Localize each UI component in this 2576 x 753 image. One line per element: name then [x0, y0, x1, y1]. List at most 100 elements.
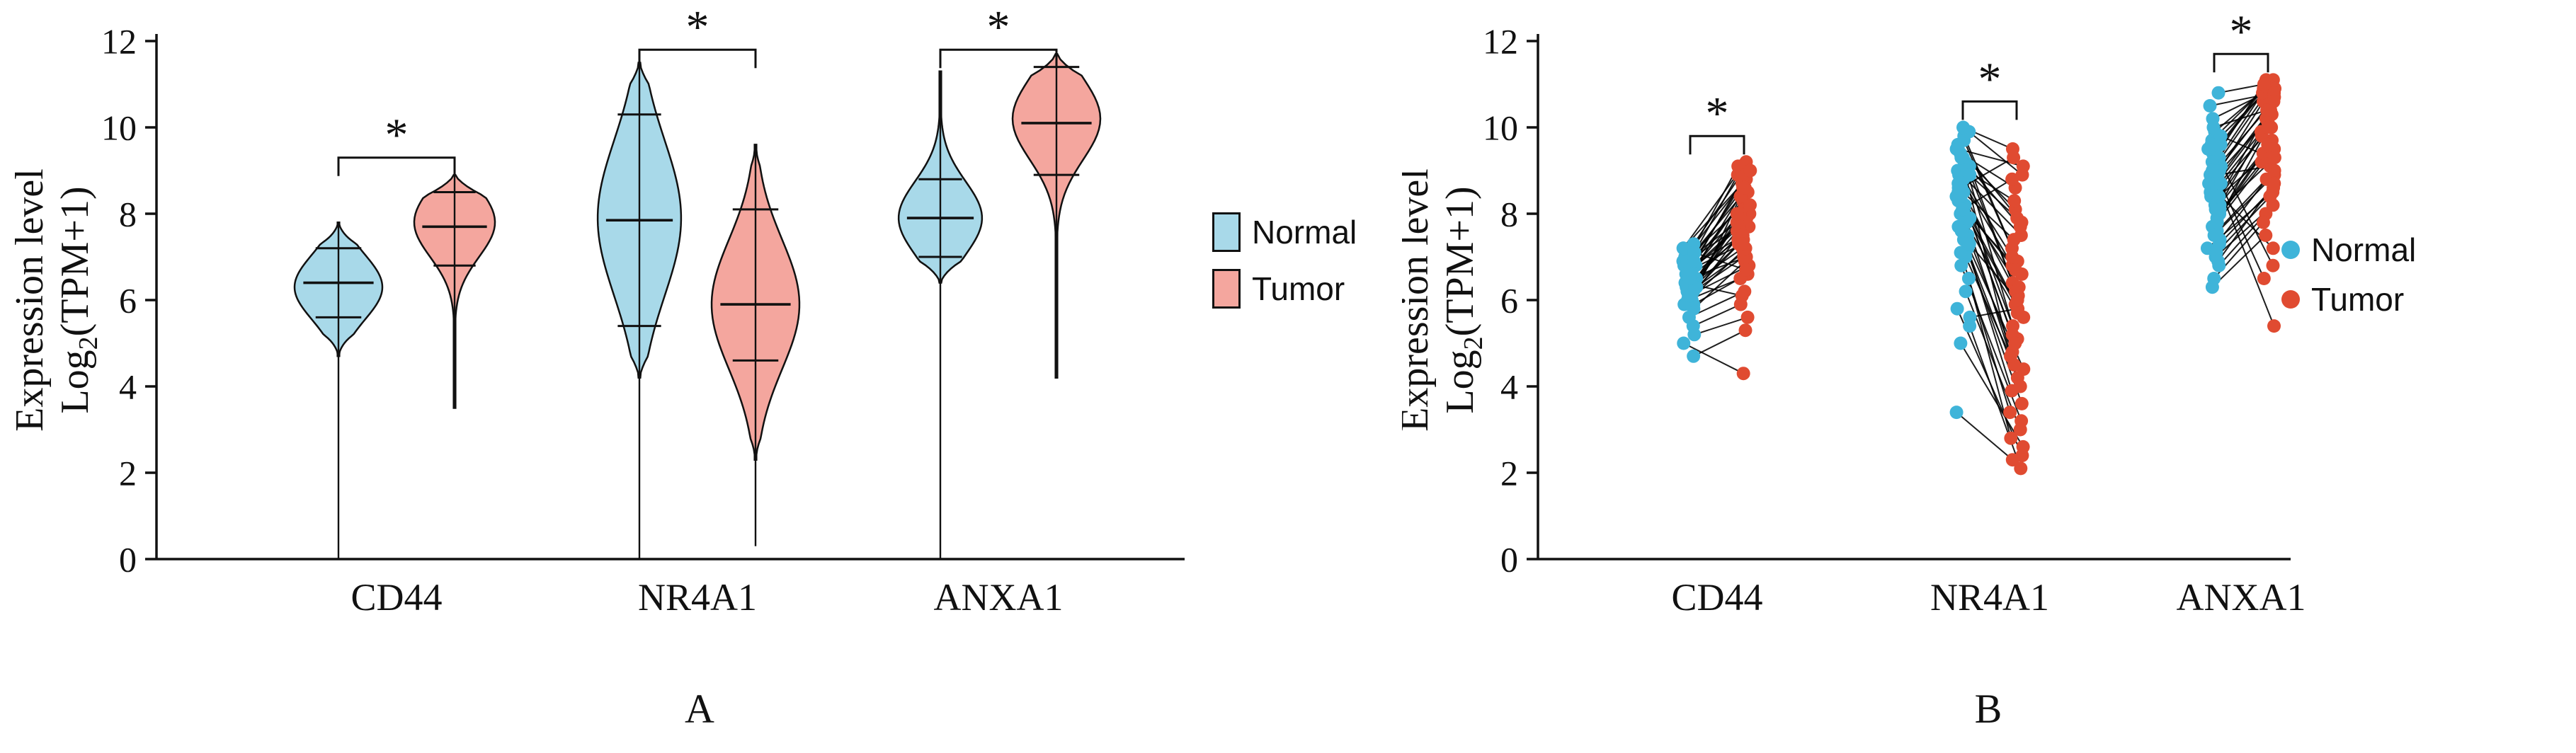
y-tick-label: 12 [101, 22, 137, 62]
tumor-dot [2016, 159, 2030, 173]
tumor-dot [2013, 423, 2027, 437]
tumor-dot [2016, 439, 2030, 454]
tumor-dot [2003, 406, 2017, 420]
x-category-label: ANXA1 [934, 576, 1064, 619]
x-category-label: NR4A1 [638, 576, 757, 619]
normal-dot [2204, 137, 2218, 151]
pair-line [2216, 135, 2263, 202]
violin-ANXA1-tumor [1011, 53, 1102, 379]
normal-dot [1676, 241, 1690, 255]
axes: 0 2 4 6 8 10 12 [101, 22, 1185, 580]
pair-line [1960, 343, 2024, 447]
significance-ANXA1: * [939, 1, 1058, 69]
significance-NR4A1: * [638, 1, 757, 69]
pair-line [2219, 178, 2267, 241]
normal-dot [2205, 280, 2219, 294]
panel-a-label: A [685, 686, 714, 732]
tumor-dot [2007, 194, 2022, 208]
tumor-dot [1738, 180, 1752, 195]
violin-NR4A1-normal [596, 62, 683, 559]
tumor-dot [2004, 431, 2018, 445]
x-category-labels: CD44 NR4A1 ANXA1 [1671, 576, 2306, 619]
pair-dots-ANXA1 [2200, 73, 2282, 333]
tumor-dot [2259, 229, 2273, 242]
pair-line [1961, 156, 2014, 189]
tumor-dot [2007, 233, 2021, 247]
tumor-dot [2010, 293, 2024, 307]
pair-line [1693, 260, 1746, 309]
violin-chart-panel-a: 0 2 4 6 8 10 12 Expression level Log2(TPM+1) CD44… [8, 1, 1185, 619]
significance-asterisk: * [385, 110, 409, 161]
normal-dot [2203, 99, 2217, 113]
pair-dots-CD44 [1676, 155, 1757, 381]
normal-dot [1677, 336, 1691, 350]
tumor-dot [2017, 362, 2031, 376]
normal-dot [1961, 272, 1976, 285]
normal-dot [2211, 254, 2225, 268]
pair-line [2219, 131, 2262, 206]
pair-line [1692, 304, 1741, 327]
significance-ANXA1: * [2213, 6, 2269, 73]
pair-line [1694, 174, 1739, 253]
normal-dot [1956, 120, 1971, 134]
y-tick-label: 6 [1500, 281, 1518, 321]
pair-line [1969, 308, 2018, 318]
pair-line [2218, 84, 2264, 94]
x-category-label: CD44 [351, 576, 442, 619]
tumor-dot [1730, 207, 1744, 221]
y-tick-label: 8 [1500, 195, 1518, 234]
normal-dot [1683, 289, 1697, 303]
normal-dot [1962, 237, 1976, 251]
tumor-dot [2014, 396, 2029, 410]
significance-asterisk: * [1706, 88, 1729, 139]
normal-dot [2206, 120, 2221, 134]
tumor-dot [2257, 77, 2271, 91]
normal-dot [1950, 301, 1964, 316]
legend-entry-tumor: Tumor [1212, 269, 1357, 309]
normal-dot [2211, 86, 2225, 100]
tumor-dot [2012, 280, 2026, 294]
y-axis-title-line1: Expression level [1402, 168, 1437, 432]
y-tick-label: 4 [1500, 367, 1518, 407]
tumor-dot [2266, 258, 2280, 272]
significance-bracket [638, 48, 757, 69]
x-category-label: ANXA1 [2177, 576, 2306, 619]
x-category-label: NR4A1 [1930, 576, 2049, 619]
panel-b-label: B [1974, 686, 2002, 732]
legend-entry-tumor: Tumor [2281, 283, 2416, 316]
tumor-dot [2256, 215, 2270, 229]
pair-line [2213, 109, 2267, 128]
normal-dot [1963, 168, 1977, 182]
normal-dot [1687, 349, 1701, 363]
legend-panel-a: Normal Tumor [1212, 212, 1357, 309]
y-tick-label: 2 [119, 454, 137, 493]
pair-line [1962, 157, 2014, 326]
normal-dot [1954, 246, 1968, 260]
pair-line [2220, 183, 2265, 279]
tumor-dot [2014, 461, 2028, 476]
tumor-dot [1743, 198, 1757, 212]
y-tick-label: 4 [119, 367, 137, 407]
normal-dot [2207, 229, 2221, 242]
tumor-dot [1733, 297, 1748, 311]
y-tick-label: 10 [101, 108, 137, 148]
significance-NR4A1: * [1961, 53, 2018, 120]
pair-line [2211, 234, 2267, 288]
significance-asterisk: * [987, 1, 1010, 53]
tumor-dot [2267, 176, 2281, 190]
normal-dot [2210, 215, 2224, 229]
normal-dot [1954, 336, 1968, 350]
tumor-dot-icon [2281, 290, 2300, 309]
normal-dot [2213, 202, 2227, 217]
normal-dot [1954, 151, 1968, 165]
normal-dot [2213, 176, 2228, 190]
y-tick-label: 8 [119, 195, 137, 234]
normal-dot [1949, 406, 1964, 420]
tumor-dot [1736, 237, 1750, 251]
normal-dot [1956, 202, 1970, 217]
normal-dot [2205, 163, 2219, 178]
y-tick-label: 12 [1483, 22, 1518, 62]
